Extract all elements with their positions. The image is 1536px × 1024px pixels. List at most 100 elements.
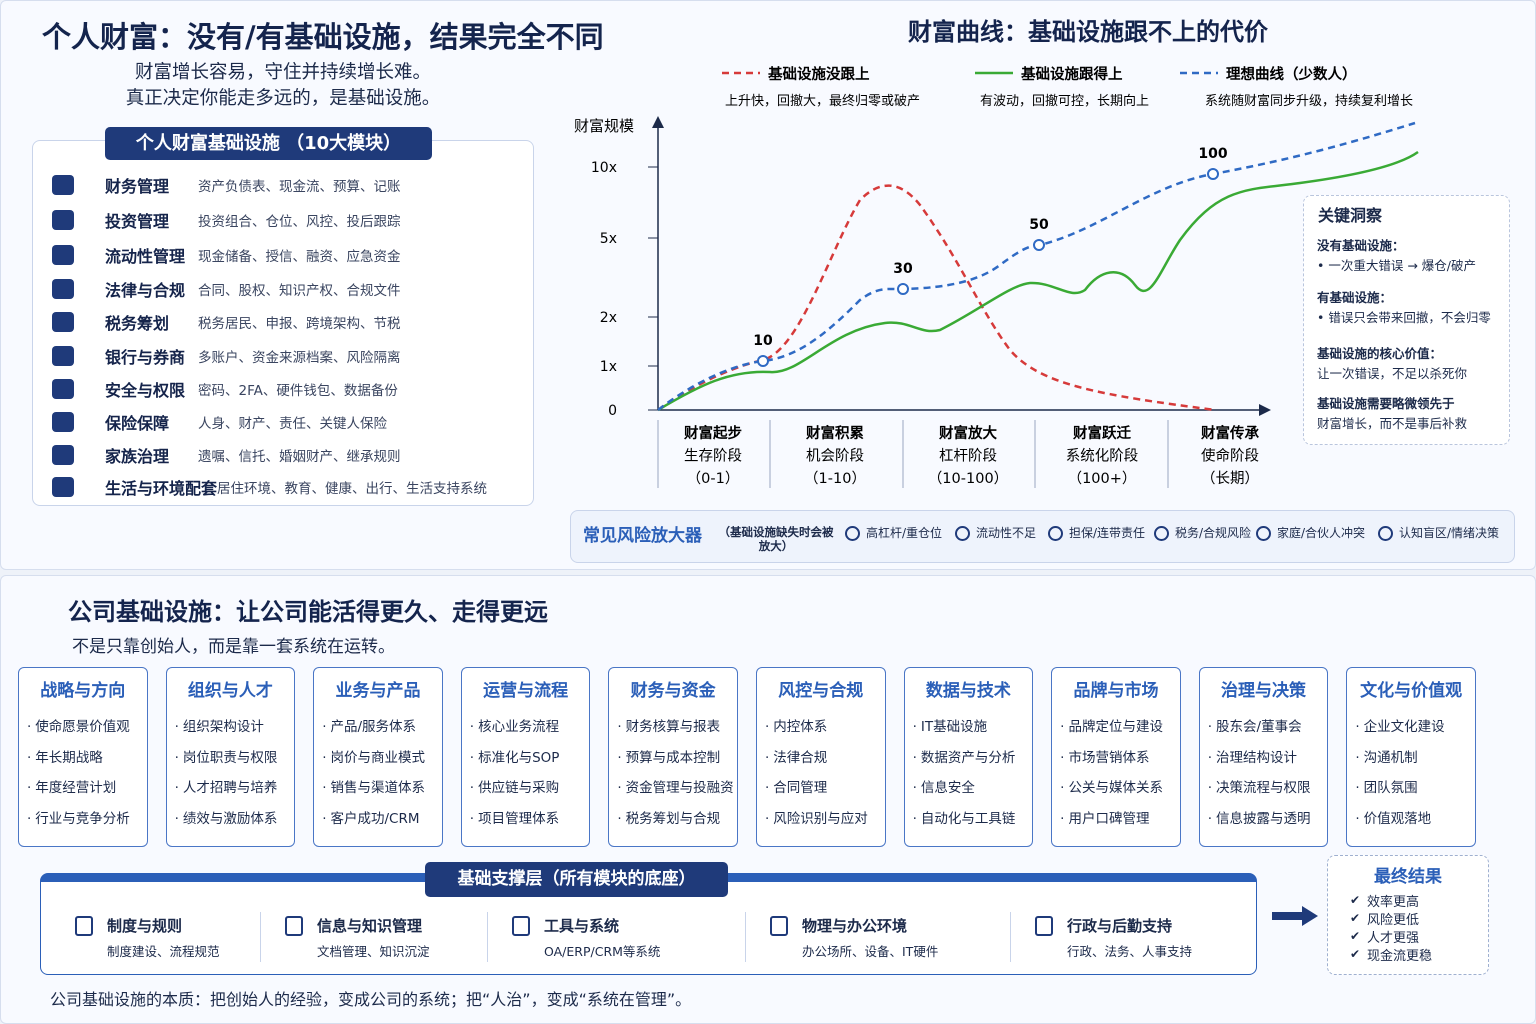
base-name: 行政与后勤支持 [1067, 917, 1173, 935]
module-name: 银行与券商 [105, 348, 186, 367]
base-divider [745, 912, 746, 962]
base-divider [1010, 912, 1011, 962]
module-item: 风险识别与应对 [765, 807, 885, 838]
legend-desc: 有波动，回撤可控，长期向上 [980, 93, 1149, 109]
module-icon [52, 175, 74, 195]
point-label: 10 [753, 333, 773, 349]
module-item: 信息披露与透明 [1208, 807, 1328, 838]
base-desc: 制度建设、流程规范 [107, 944, 220, 959]
stage-range: （10-100） [928, 470, 1008, 487]
module-title: 品牌与市场 [1073, 681, 1159, 701]
risk-icon [845, 526, 860, 541]
personal-title: 个人财富：没有/有基础设施，结果完全不同 [42, 20, 604, 54]
module-desc: 居住环境、教育、健康、出行、生活支持系统 [217, 481, 488, 497]
module-name: 财务管理 [105, 177, 170, 196]
stage-phase: 使命阶段 [1201, 447, 1259, 465]
module-item: 内控体系 [765, 715, 885, 746]
personal-subtitle: 财富增长容易，守住并持续增长难。 真正决定你能走多远的，是基础设施。 [40, 60, 526, 112]
module-item: 产品/服务体系 [322, 715, 442, 746]
module-item: IT基础设施 [913, 715, 1033, 746]
stage-phase: 机会阶段 [806, 448, 864, 465]
module-card: 财务与资金财务核算与报表预算与成本控制资金管理与投融资税务筹划与合规 [608, 667, 738, 847]
module-item: 客户成功/CRM [322, 807, 442, 838]
point-marker [1207, 168, 1219, 180]
module-name: 税务筹划 [105, 314, 170, 333]
module-item: 股东会/董事会 [1208, 715, 1328, 746]
module-icon [52, 346, 74, 366]
base-desc: 文档管理、知识沉淀 [317, 944, 430, 959]
insight-line: 财富增长，而不是事后补救 [1317, 416, 1468, 431]
base-icon [512, 916, 530, 936]
result-item: 效率更高 [1367, 895, 1420, 910]
module-icon [52, 245, 74, 265]
module-title: 业务与产品 [335, 681, 421, 701]
module-item: 资金管理与投融资 [617, 776, 737, 807]
legend-name: 基础设施没跟上 [767, 65, 870, 83]
module-card: 业务与产品产品/服务体系岗价与商业模式销售与渠道体系客户成功/CRM [313, 667, 443, 847]
point-marker [757, 355, 769, 367]
company-modules: 战略与方向使命愿景价值观年长期战略年度经营计划行业与竞争分析组织与人才组织架构设… [18, 667, 1476, 847]
module-desc: 资产负债表、现金流、预算、记账 [198, 179, 401, 195]
module-card: 组织与人才组织架构设计岗位职责与权限人才招聘与培养绩效与激励体系 [165, 667, 296, 847]
base-name: 信息与知识管理 [317, 917, 423, 935]
module-desc: 税务居民、申报、跨境架构、节税 [198, 316, 401, 332]
stage-range: （100+） [1068, 470, 1137, 487]
subtitle-line: 财富增长容易，守住并持续增长难。 [134, 62, 431, 83]
module-item: 用户口碑管理 [1060, 807, 1180, 838]
modules-box [32, 140, 534, 506]
legend-name: 基础设施跟得上 [1020, 65, 1123, 83]
company-subtitle: 不是只靠创始人，而是靠一套系统在运转。 [72, 637, 395, 657]
base-desc: OA/ERP/CRM等系统 [544, 944, 661, 959]
legend-desc: 上升快，回撤大，最终归零或破产 [725, 93, 920, 109]
result-arrow [1272, 906, 1318, 926]
risk-item: 认知盲区/情绪决策 [1399, 526, 1500, 540]
y-tick-label: 0 [608, 403, 617, 419]
module-name: 安全与权限 [105, 381, 186, 400]
stage-name: 财富放大 [939, 424, 997, 442]
risk-icon [955, 526, 970, 541]
module-row: 税务筹划 税务居民、申报、跨境架构、节税 [52, 310, 401, 334]
module-item: 团队氛围 [1355, 776, 1475, 807]
point-label: 100 [1198, 146, 1227, 162]
point-marker [897, 283, 909, 295]
module-item: 标准化与SOP [470, 746, 590, 777]
module-item: 治理结构设计 [1208, 746, 1328, 777]
module-item: 行业与竞争分析 [27, 807, 147, 838]
module-name: 投资管理 [105, 212, 170, 231]
check-icon: ✔ [1350, 947, 1361, 961]
risk-item: 担保/连带责任 [1069, 526, 1146, 540]
module-title: 治理与决策 [1221, 681, 1307, 701]
module-icon [52, 379, 74, 399]
stage-range: （长期） [1201, 470, 1259, 487]
module-title: 数据与技术 [925, 681, 1011, 701]
result-item: 现金流更稳 [1367, 949, 1433, 964]
base-name: 工具与系统 [544, 917, 620, 935]
footer: 公司基础设施的本质：把创始人的经验，变成公司的系统；把“人治”，变成“系统在管理… [50, 990, 692, 1009]
stage-range: （1-10） [804, 470, 866, 487]
risk-item: 流动性不足 [976, 526, 1037, 540]
risk-item: 家庭/合伙人冲突 [1277, 526, 1366, 540]
base-item: 制度与规则 制度建设、流程规范 [75, 910, 305, 960]
module-icon [52, 210, 74, 230]
module-row: 生活与环境配套 居住环境、教育、健康、出行、生活支持系统 [52, 475, 487, 499]
point-label: 50 [1029, 217, 1049, 233]
subtitle-line: 真正决定你能走多远的，是基础设施。 [125, 88, 441, 109]
module-card: 治理与决策股东会/董事会治理结构设计决策流程与权限信息披露与透明 [1198, 667, 1329, 847]
module-item: 岗位职责与权限 [175, 746, 295, 777]
module-desc: 人身、财产、责任、关键人保险 [198, 416, 387, 432]
module-item: 年长期战略 [27, 746, 147, 777]
module-name: 生活与环境配套 [105, 479, 218, 498]
module-row: 法律与合规 合同、股权、知识产权、合规文件 [52, 277, 401, 301]
stage-range: （0-1） [687, 470, 740, 487]
result-item: 人才更强 [1367, 931, 1420, 946]
y-tick-label: 2x [600, 310, 617, 326]
module-name: 流动性管理 [105, 247, 186, 266]
module-item: 市场营销体系 [1060, 746, 1180, 777]
insight-line: 没有基础设施： [1317, 238, 1405, 253]
base-item: 信息与知识管理 文档管理、知识沉淀 [285, 910, 515, 960]
module-title: 财务与资金 [630, 681, 716, 701]
module-name: 家族治理 [105, 447, 170, 466]
module-desc: 合同、股权、知识产权、合规文件 [198, 283, 401, 299]
